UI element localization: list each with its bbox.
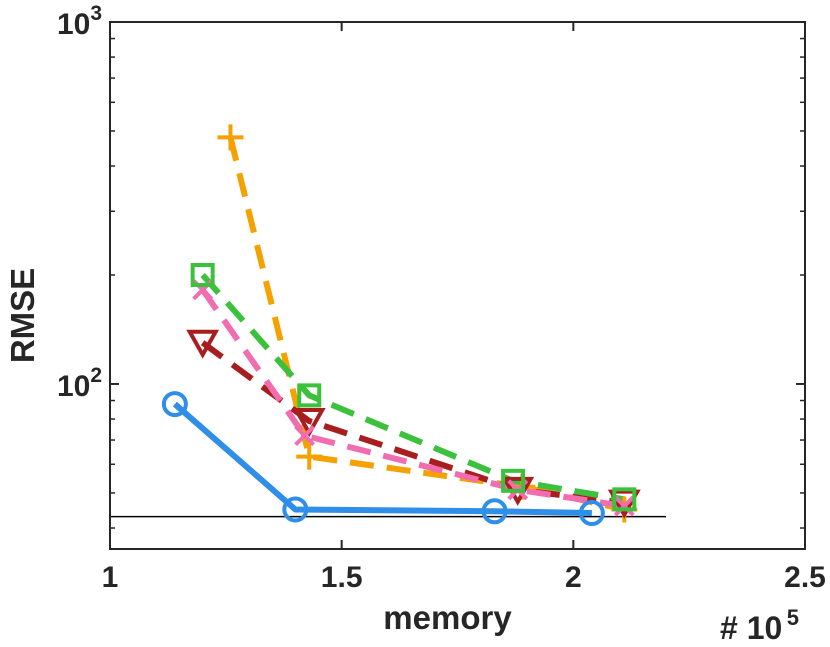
- y-tick-label-base: 10: [57, 8, 90, 41]
- data-point-circle: [578, 500, 605, 527]
- data-point-square: [612, 487, 637, 512]
- series-line-plus: [227, 136, 625, 513]
- axes-box: [109, 21, 806, 550]
- data-point-square: [501, 468, 526, 493]
- y-tick-label: 103: [57, 2, 102, 41]
- x-tick-label: 2: [565, 561, 582, 594]
- y-tick-label-exponent: 2: [90, 364, 102, 387]
- series-line-triangle-down: [200, 340, 625, 506]
- series-line-circle: [172, 401, 592, 517]
- data-point-plus: [217, 124, 244, 151]
- data-point-circle: [161, 391, 188, 418]
- data-point-triangle-down: [292, 408, 326, 438]
- x-tick-label: 2.5: [784, 561, 826, 594]
- data-point-triangle-down: [186, 329, 220, 359]
- y-tick-label-exponent: 3: [90, 2, 102, 25]
- x-multiplier-exponent: 5: [787, 605, 799, 630]
- x-multiplier-label: # 10 5: [720, 605, 799, 646]
- data-point-square: [190, 263, 215, 288]
- data-point-x: [613, 495, 635, 517]
- y-tick-label-base: 10: [57, 370, 90, 403]
- plot-area: [110, 124, 666, 527]
- data-point-plus: [296, 443, 323, 470]
- data-point-triangle-down: [607, 489, 641, 519]
- x-tick-label: 1.5: [321, 561, 363, 594]
- x-axis-label: memory: [383, 599, 512, 636]
- series-line-x: [200, 288, 625, 510]
- data-point-circle: [282, 496, 309, 523]
- data-point-circle: [481, 498, 508, 525]
- y-tick-label: 102: [57, 364, 102, 403]
- data-point-x: [294, 425, 316, 447]
- x-multiplier-base: # 10: [720, 610, 782, 646]
- series-line-square: [200, 273, 625, 503]
- data-point-square: [297, 383, 322, 408]
- x-tick-label: 1: [102, 561, 119, 594]
- y-axis-label: RMSE: [4, 268, 41, 363]
